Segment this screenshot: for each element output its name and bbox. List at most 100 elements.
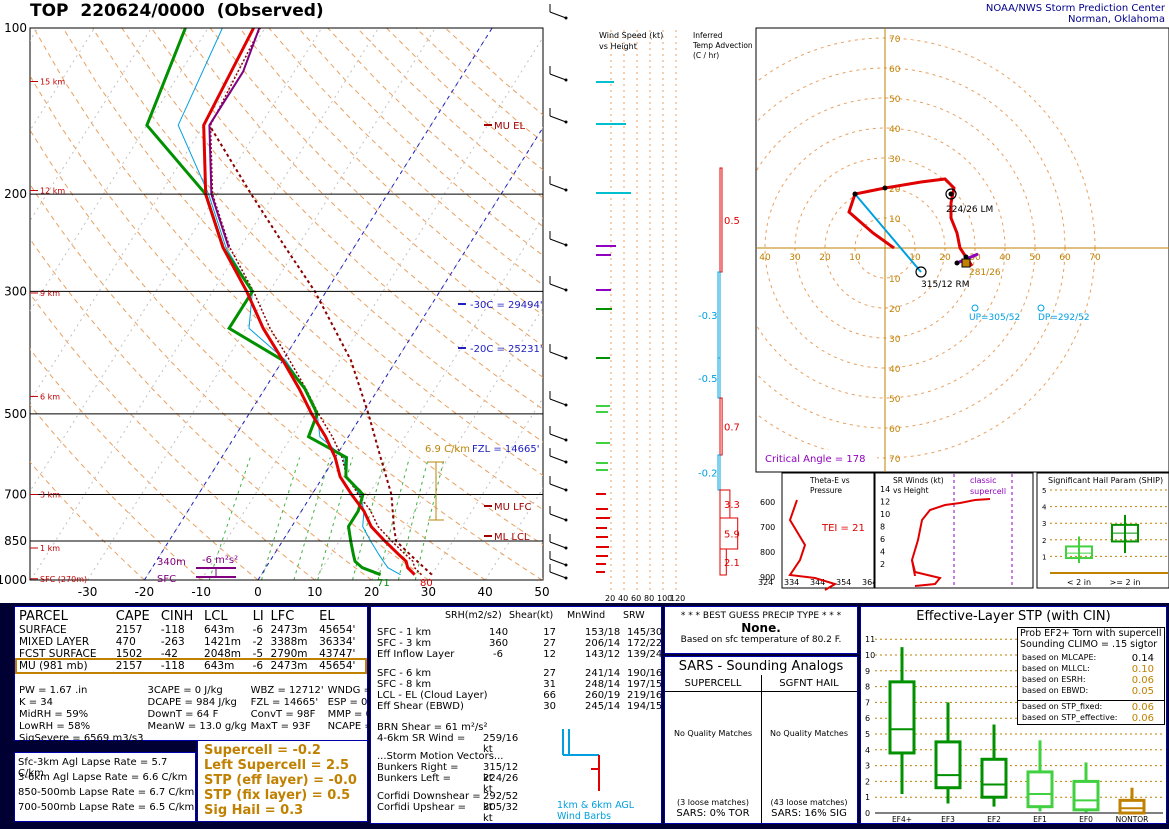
- dry-adiabat: [121, 28, 543, 443]
- windspeed-tick: 60: [631, 594, 641, 603]
- cell: 643m: [204, 624, 235, 636]
- ship-xlabel: >= 2 in: [1110, 578, 1141, 587]
- advection-value: -0.2: [698, 469, 718, 480]
- precip-note: Based on sfc temperature of 80.2 F.: [680, 635, 842, 645]
- advection-value: 0.7: [724, 423, 740, 434]
- hodograph-km-dot: [882, 185, 888, 191]
- composite-supercell: Supercell = -0.2: [204, 743, 321, 758]
- hodo-tick-up: 30: [889, 155, 901, 165]
- sm-label: 281/26: [969, 268, 1001, 278]
- pressure-tick-label: 700: [4, 487, 27, 501]
- ship-ytick: 5: [1042, 487, 1046, 495]
- prob-value: 0.10: [1131, 664, 1154, 675]
- lapse-rate-panel: Sfc-3km Agl Lapse Rate = 5.7 C/km 3-6km …: [14, 752, 196, 822]
- stp-prob-row: based on MLCAPE: 0.14: [1022, 653, 1162, 664]
- hodo-tick-left: 20: [819, 253, 831, 263]
- kinematics-label: LCL - EL (Cloud Layer): [377, 690, 488, 701]
- station-id: TOP: [30, 1, 69, 21]
- height-label: 6 km: [40, 392, 60, 401]
- barb-caption-line2: Wind Barbs: [557, 811, 612, 822]
- sars-match2: No Quality Matches: [769, 729, 849, 738]
- cell: 2473m: [270, 624, 308, 636]
- stp-ytick: 2: [865, 777, 870, 786]
- prob-label: based on MLLCL:: [1022, 664, 1090, 673]
- up-marker: [971, 304, 979, 312]
- sm-label: Bunkers Right =: [377, 762, 459, 773]
- kinematics-panel: SRH(m2/s2) Shear(kt) MnWind SRW SFC - 1 …: [370, 606, 662, 824]
- srwinds-ytick: 2: [880, 560, 885, 569]
- stp-prob-line1: Prob EF2+ Torn with supercell: [1020, 628, 1162, 639]
- prob-value: 0.06: [1131, 675, 1154, 686]
- sars-panel: SARS - Sounding Analogs SUPERCELL SGFNT …: [664, 656, 858, 824]
- isotherm: [371, 306, 543, 580]
- kinematics-value: 241/14: [585, 668, 621, 679]
- stp-ytick: 6: [865, 714, 870, 723]
- mixing-ratio-line: [377, 457, 410, 580]
- stp-prob-row: based on STP_fixed: 0.06: [1022, 702, 1162, 713]
- srwinds-title1: SR Winds (kt): [893, 476, 944, 485]
- sr-wind-label: 4-6km SR Wind =: [377, 733, 466, 744]
- stp-category-label: EF3: [941, 815, 955, 823]
- cell: SigSevere = 6569 m3/s3: [19, 733, 144, 744]
- cell: 43747': [319, 648, 356, 660]
- hodo-tick-left: 30: [789, 253, 801, 263]
- lapse-value: 5.7 C/km: [18, 757, 168, 779]
- thetae-ytick: 700: [760, 523, 775, 532]
- hodo-tick-up: 60: [889, 65, 901, 75]
- kinematics-value: 31: [543, 679, 556, 690]
- table-row[interactable]: SURFACE 2157 -118 643m -6 2473m 45654': [17, 624, 365, 636]
- sars-loose2: (43 loose matches): [770, 798, 848, 807]
- stp-title: Effective-Layer STP (with CIN): [916, 609, 1111, 624]
- wind-barb-station: [564, 78, 568, 82]
- table-row[interactable]: FCST SURFACE 1502 -42 2048m -5 2790m 43747': [17, 648, 365, 660]
- hodo-tick-up: 10: [889, 215, 901, 225]
- kinematics-value: 139/24: [627, 649, 663, 660]
- el-col: EL: [319, 609, 335, 624]
- skewt-frame: [29, 27, 544, 581]
- stp-ytick: 9: [865, 667, 870, 676]
- cell: -42: [160, 648, 178, 660]
- cell: 36334': [319, 636, 356, 648]
- sounding-time: 220624/0000: [80, 1, 205, 21]
- wind-barb-staff: [549, 483, 567, 491]
- cell: 2157: [115, 624, 143, 636]
- dry-adiabat: [180, 28, 543, 378]
- height-340m-label: 340m: [157, 557, 186, 568]
- wind-barb-station: [564, 188, 568, 192]
- lapse-label: 700-500mb Lapse Rate =: [18, 802, 147, 813]
- sars-col1-header: SUPERCELL: [684, 678, 742, 689]
- parcel-header: PARCEL CAPE CINH LCL LI LFC EL: [17, 609, 365, 624]
- cell: NCAPE = 0.19: [327, 721, 399, 732]
- stp-prob-row: based on STP_effective: 0.06: [1022, 713, 1162, 724]
- windspeed-tick: 80: [644, 594, 654, 603]
- cell: 2790m: [270, 648, 308, 660]
- cell: PW = 1.67 .in: [19, 685, 88, 696]
- srwinds-ytick: 14: [880, 485, 890, 494]
- ship-ytick: 1: [1042, 553, 1046, 561]
- table-row-selected[interactable]: MU (981 mb) 2157 -118 643m -6 2473m 45654': [15, 658, 367, 674]
- srwinds-low-trace: [911, 559, 942, 587]
- thetae-title2: Pressure: [810, 486, 842, 495]
- mixing-ratio-line: [414, 457, 445, 580]
- isotherm: [30, 28, 323, 493]
- cell: -5: [252, 648, 264, 660]
- temp-tick-label: -10: [191, 585, 211, 599]
- ship-ytick: 3: [1042, 520, 1046, 528]
- wind-barb-staff: [549, 238, 567, 246]
- prob-value: 0.05: [1131, 686, 1154, 697]
- tei-label: TEI = 21: [821, 523, 865, 534]
- wind-barb-station: [564, 120, 568, 124]
- windspeed-tick: 40: [618, 594, 628, 603]
- kinematics-value: 245/14: [585, 701, 621, 712]
- table-row[interactable]: MIXED LAYER 470 -263 1421m -2 3388m 36334': [17, 636, 365, 648]
- dry-adiabat: [30, 348, 259, 580]
- sars-col2-header: SGFNT HAIL: [779, 678, 839, 689]
- wind-barb-station: [564, 403, 568, 407]
- kinematics-row: SFC - 3 km 360 27 206/14 172/22: [377, 638, 662, 649]
- sfc-temp-label: 80: [420, 578, 433, 589]
- row-label: MU (981 mb): [19, 660, 88, 672]
- ml-lcl-label: ML LCL: [494, 532, 530, 543]
- hodograph-trace: [847, 177, 974, 267]
- kinematics-value: 66: [543, 690, 556, 701]
